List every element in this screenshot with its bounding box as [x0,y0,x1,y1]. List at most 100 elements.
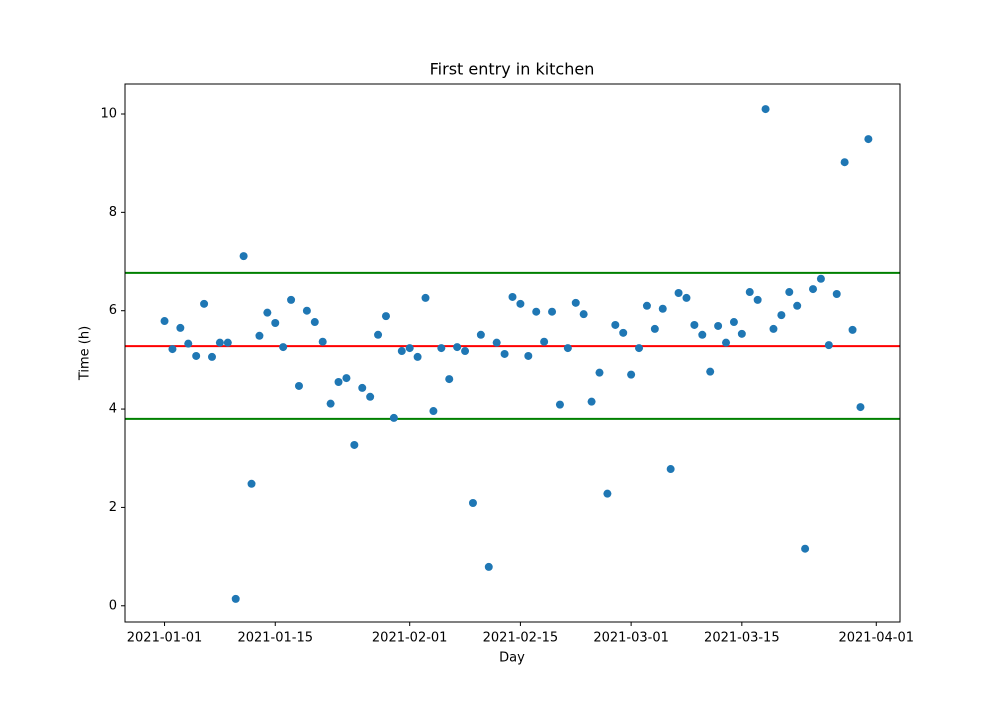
point [658,304,667,313]
point [184,339,193,348]
point [334,378,343,387]
point [611,320,620,329]
point [381,312,390,321]
point [848,325,857,334]
x-tick-label: 2021-02-15 [483,631,559,646]
point [413,352,422,361]
y-tick-label: 6 [109,303,117,318]
point [777,311,786,320]
point [856,403,865,412]
point [350,440,359,449]
point [302,306,311,315]
point [508,292,517,301]
point [168,345,177,354]
point [476,330,485,339]
point [816,274,825,283]
y-axis-label: Time (h) [78,326,93,381]
point [492,338,501,347]
point [421,293,430,302]
point [263,308,272,317]
point [397,347,406,356]
y-tick-label: 8 [109,205,117,220]
point [595,368,604,377]
point [287,295,296,304]
point [500,349,509,358]
point [619,328,628,337]
point [326,399,335,408]
point [706,367,715,376]
point [864,135,873,144]
point [524,351,533,360]
point [729,318,738,327]
point [809,285,818,294]
point [627,370,636,379]
point [215,338,224,347]
point [366,392,375,401]
point [405,344,414,353]
point [239,252,248,261]
point [389,413,398,422]
point [753,295,762,304]
point [579,310,588,319]
point [540,337,549,346]
point [176,323,185,332]
point [737,329,746,338]
point [207,352,216,361]
x-tick-label: 2021-03-15 [704,631,780,646]
point [548,307,557,316]
point [358,383,367,392]
point [769,324,778,333]
point [223,338,232,347]
y-tick-label: 0 [109,598,117,613]
point [722,338,731,347]
point [571,298,580,307]
point [563,344,572,353]
point [310,318,319,327]
point [516,299,525,308]
point [453,343,462,352]
point [318,337,327,346]
point [714,321,723,330]
point [247,479,256,488]
point [785,288,794,297]
point [271,319,280,328]
point [555,400,564,409]
point [429,407,438,416]
point [160,317,169,326]
point [532,307,541,316]
point [642,301,651,310]
plot-frame [124,83,901,623]
y-tick-label: 4 [109,402,117,417]
point [200,299,209,308]
point [192,351,201,360]
point [801,544,810,553]
y-tick-label: 2 [109,500,117,515]
x-tick-label: 2021-03-01 [593,631,669,646]
point [294,381,303,390]
chart-title: First entry in kitchen [430,60,595,79]
x-tick-label: 2021-01-15 [237,631,313,646]
point [445,375,454,384]
point [603,489,612,498]
point [690,320,699,329]
point [255,331,264,340]
point [666,465,675,474]
point [824,341,833,350]
point [674,289,683,298]
point [745,288,754,297]
x-tick-label: 2021-02-01 [372,631,448,646]
y-tick-label: 10 [100,106,117,121]
point [374,330,383,339]
point [468,498,477,507]
x-tick-label: 2021-01-01 [127,631,203,646]
point [840,158,849,167]
point [279,343,288,352]
point [650,324,659,333]
point [484,562,493,571]
point [587,397,596,406]
point [698,330,707,339]
point [437,344,446,353]
x-axis-label: Day [499,651,525,666]
point [793,301,802,310]
